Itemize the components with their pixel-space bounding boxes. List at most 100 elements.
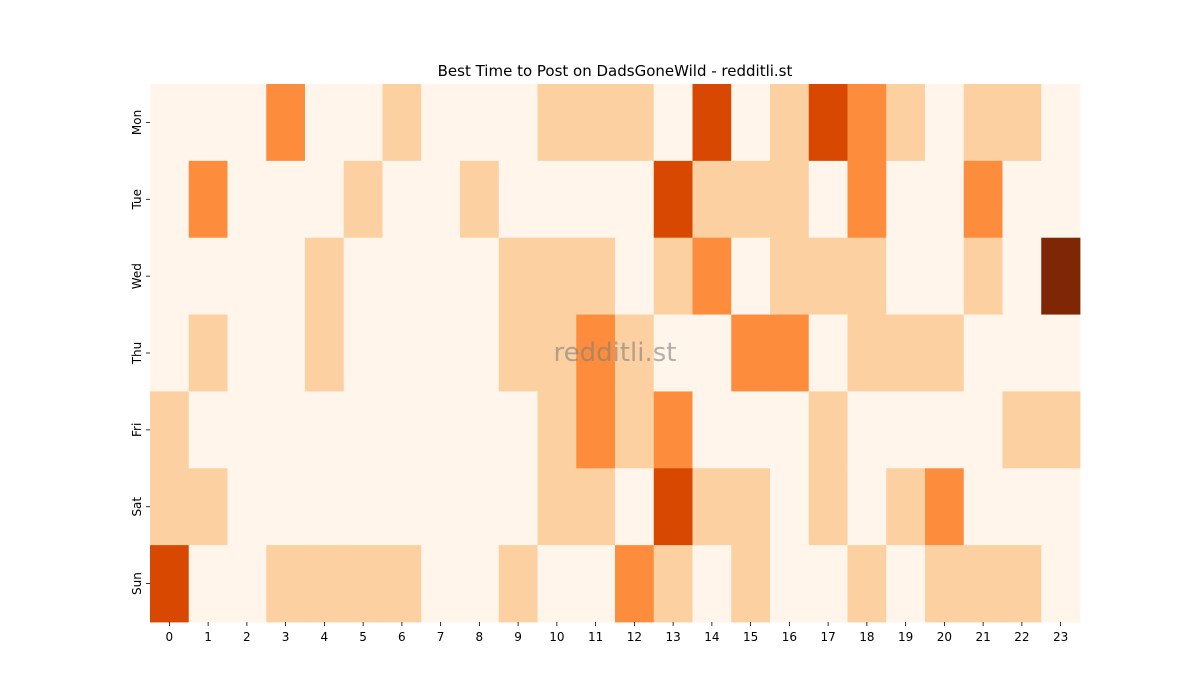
heatmap-cell-tue-6 xyxy=(382,160,422,239)
heatmap-cell-tue-0 xyxy=(150,160,190,239)
heatmap-cell-thu-9 xyxy=(498,314,538,392)
x-tick-label: 8 xyxy=(476,630,484,644)
heatmap-cell-wed-15 xyxy=(731,237,771,315)
heatmap-cell-fri-17 xyxy=(808,391,848,469)
heatmap-cell-thu-4 xyxy=(305,314,345,392)
heatmap-cell-wed-14 xyxy=(692,237,732,315)
heatmap-cell-mon-9 xyxy=(498,84,538,162)
heatmap-cell-mon-7 xyxy=(421,84,461,162)
heatmap-cell-sun-13 xyxy=(653,545,693,623)
heatmap-cell-fri-12 xyxy=(615,391,655,469)
heatmap-cell-sat-1 xyxy=(188,468,228,546)
heatmap-cell-tue-7 xyxy=(421,160,461,239)
heatmap-cell-tue-11 xyxy=(576,160,616,239)
heatmap-cell-sun-14 xyxy=(692,545,732,623)
heatmap-cell-wed-17 xyxy=(808,237,848,315)
heatmap-cell-sat-0 xyxy=(150,468,190,546)
heatmap-cell-wed-6 xyxy=(382,237,422,315)
heatmap-cell-fri-9 xyxy=(498,391,538,469)
heatmap-cell-mon-6 xyxy=(382,84,422,162)
heatmap-cell-fri-3 xyxy=(266,391,306,469)
heatmap-cell-sat-8 xyxy=(460,468,500,546)
heatmap-cell-wed-2 xyxy=(227,237,267,315)
x-tick-label: 18 xyxy=(859,630,874,644)
heatmap-cell-tue-22 xyxy=(1002,160,1042,239)
heatmap-cell-sun-16 xyxy=(770,545,810,623)
y-tick-label: Tue xyxy=(130,189,144,211)
heatmap-cell-fri-23 xyxy=(1041,391,1081,469)
heatmap-cell-mon-12 xyxy=(615,84,655,162)
heatmap-cell-sat-5 xyxy=(343,468,383,546)
heatmap-cell-wed-10 xyxy=(537,237,577,315)
heatmap-cell-thu-19 xyxy=(886,314,926,392)
heatmap-cells xyxy=(150,84,1081,623)
x-tick-label: 13 xyxy=(665,630,680,644)
heatmap-cell-sun-23 xyxy=(1041,545,1081,623)
heatmap-cell-fri-14 xyxy=(692,391,732,469)
heatmap-cell-tue-21 xyxy=(963,160,1003,239)
heatmap-cell-tue-16 xyxy=(770,160,810,239)
heatmap-cell-sun-8 xyxy=(460,545,500,623)
x-tick-label: 22 xyxy=(1014,630,1029,644)
x-tick-label: 20 xyxy=(937,630,952,644)
heatmap-cell-tue-3 xyxy=(266,160,306,239)
heatmap-cell-thu-5 xyxy=(343,314,383,392)
heatmap-cell-fri-21 xyxy=(963,391,1003,469)
heatmap-cell-thu-12 xyxy=(615,314,655,392)
heatmap-cell-wed-0 xyxy=(150,237,190,315)
heatmap-cell-thu-14 xyxy=(692,314,732,392)
chart-title: Best Time to Post on DadsGoneWild - redd… xyxy=(438,62,793,80)
heatmap-cell-mon-0 xyxy=(150,84,190,162)
watermark-text: redditli.st xyxy=(554,338,677,368)
heatmap-cell-fri-18 xyxy=(847,391,887,469)
heatmap-cell-thu-7 xyxy=(421,314,461,392)
heatmap-cell-mon-4 xyxy=(305,84,345,162)
heatmap-cell-thu-20 xyxy=(925,314,965,392)
heatmap-cell-sat-21 xyxy=(963,468,1003,546)
heatmap-cell-wed-1 xyxy=(188,237,228,315)
y-tick-label: Sat xyxy=(130,497,144,517)
heatmap-cell-sun-19 xyxy=(886,545,926,623)
heatmap-cell-sun-2 xyxy=(227,545,267,623)
heatmap-cell-wed-7 xyxy=(421,237,461,315)
heatmap-cell-sat-10 xyxy=(537,468,577,546)
heatmap-cell-sun-15 xyxy=(731,545,771,623)
heatmap-cell-sat-19 xyxy=(886,468,926,546)
heatmap-cell-fri-4 xyxy=(305,391,345,469)
heatmap-cell-sun-12 xyxy=(615,545,655,623)
heatmap-cell-fri-5 xyxy=(343,391,383,469)
heatmap-cell-sun-11 xyxy=(576,545,616,623)
heatmap-cell-tue-10 xyxy=(537,160,577,239)
heatmap-cell-thu-21 xyxy=(963,314,1003,392)
heatmap-cell-sat-22 xyxy=(1002,468,1042,546)
heatmap-cell-wed-21 xyxy=(963,237,1003,315)
heatmap-cell-sun-10 xyxy=(537,545,577,623)
heatmap-cell-tue-17 xyxy=(808,160,848,239)
x-tick-label: 23 xyxy=(1053,630,1068,644)
heatmap-cell-fri-10 xyxy=(537,391,577,469)
heatmap-cell-wed-3 xyxy=(266,237,306,315)
heatmap-cell-wed-16 xyxy=(770,237,810,315)
heatmap-cell-wed-18 xyxy=(847,237,887,315)
x-tick-label: 4 xyxy=(321,630,329,644)
heatmap-cell-sat-17 xyxy=(808,468,848,546)
heatmap-cell-thu-22 xyxy=(1002,314,1042,392)
heatmap-cell-fri-8 xyxy=(460,391,500,469)
heatmap-cell-sun-1 xyxy=(188,545,228,623)
heatmap-cell-mon-17 xyxy=(808,84,848,162)
heatmap-cell-wed-22 xyxy=(1002,237,1042,315)
heatmap-cell-fri-22 xyxy=(1002,391,1042,469)
heatmap-cell-sat-2 xyxy=(227,468,267,546)
heatmap-cell-fri-13 xyxy=(653,391,693,469)
heatmap-cell-thu-18 xyxy=(847,314,887,392)
heatmap-cell-mon-20 xyxy=(925,84,965,162)
heatmap-cell-thu-0 xyxy=(150,314,190,392)
heatmap-cell-sat-7 xyxy=(421,468,461,546)
heatmap-cell-fri-2 xyxy=(227,391,267,469)
heatmap-cell-fri-19 xyxy=(886,391,926,469)
x-tick-label: 0 xyxy=(166,630,174,644)
heatmap-cell-thu-13 xyxy=(653,314,693,392)
heatmap-cell-sun-18 xyxy=(847,545,887,623)
heatmap-cell-mon-13 xyxy=(653,84,693,162)
